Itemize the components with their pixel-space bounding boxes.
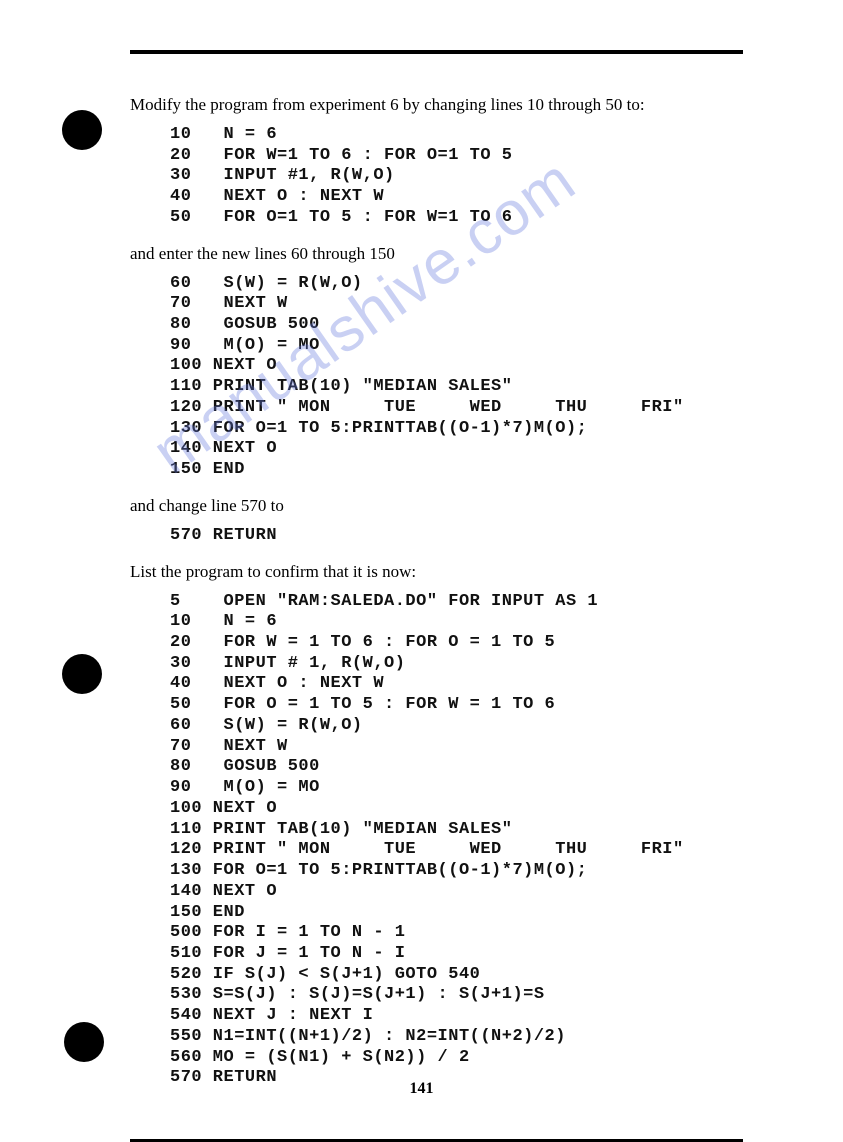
code-block-4: 5 OPEN "RAM:SALEDA.DO" FOR INPUT AS 1 10… bbox=[170, 592, 743, 1090]
punch-hole bbox=[62, 110, 102, 150]
intro-text: Modify the program from experiment 6 by … bbox=[130, 94, 743, 117]
code-block-1: 10 N = 6 20 FOR W=1 TO 6 : FOR O=1 TO 5 … bbox=[170, 125, 743, 229]
page-number: 141 bbox=[0, 1080, 843, 1098]
code-block-3: 570 RETURN bbox=[170, 526, 743, 547]
punch-hole bbox=[62, 654, 102, 694]
punch-hole bbox=[64, 1022, 104, 1062]
code-block-2: 60 S(W) = R(W,O) 70 NEXT W 80 GOSUB 500 … bbox=[170, 274, 743, 481]
top-rule bbox=[130, 50, 743, 54]
text-3: and change line 570 to bbox=[130, 495, 743, 518]
text-2: and enter the new lines 60 through 150 bbox=[130, 243, 743, 266]
text-4: List the program to confirm that it is n… bbox=[130, 561, 743, 584]
page-container: Modify the program from experiment 6 by … bbox=[0, 0, 843, 1128]
